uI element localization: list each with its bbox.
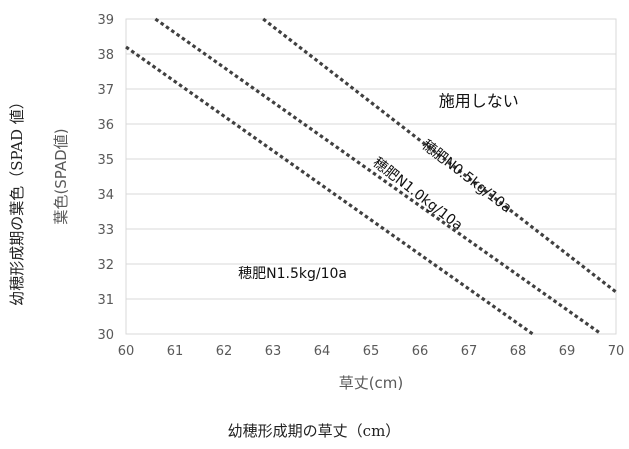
outer-x-axis-label: 幼穂形成期の草丈（cm） [228, 422, 401, 440]
y-tick-label: 38 [97, 48, 114, 63]
x-tick-label: 70 [608, 344, 625, 359]
x-tick-label: 65 [363, 344, 380, 359]
annotation-label: 施用しない [439, 92, 519, 111]
y-axis-title: 葉色(SPAD値) [52, 128, 70, 224]
y-tick-label: 35 [97, 153, 114, 168]
y-tick-label: 37 [97, 83, 114, 98]
x-tick-label: 62 [216, 344, 233, 359]
series-line-3 [125, 45, 534, 336]
x-tick-label: 60 [118, 344, 135, 359]
y-tick-label: 31 [97, 293, 114, 308]
annotations: 施用しない穂肥N0.5kg/10a穂肥N1.0kg/10a穂肥N1.5kg/10… [238, 92, 519, 283]
y-tick-label: 33 [97, 223, 114, 238]
tick-labels: 60 61 62 63 64 65 66 67 68 69 70 30 31 32 33 34 35 36 37 38… [97, 13, 624, 359]
plot-area [125, 18, 617, 335]
y-tick-label: 34 [97, 188, 114, 203]
series-line-1 [262, 17, 617, 294]
x-tick-label: 68 [510, 344, 527, 359]
x-tick-label: 69 [559, 344, 576, 359]
series-line-2 [154, 17, 603, 336]
y-tick-label: 30 [97, 328, 114, 343]
x-tick-label: 66 [412, 344, 429, 359]
x-axis-title: 草丈(cm) [339, 374, 404, 392]
y-tick-label: 36 [97, 118, 114, 133]
x-tick-label: 64 [314, 344, 331, 359]
x-tick-label: 67 [461, 344, 478, 359]
y-tick-label: 32 [97, 258, 114, 273]
series-layer [125, 17, 617, 336]
grid-layer [126, 18, 616, 335]
x-tick-label: 63 [265, 344, 282, 359]
outer-y-axis-label: 幼穂形成期の葉色（SPAD 値） [8, 94, 26, 306]
x-tick-label: 61 [167, 344, 184, 359]
annotation-label: 穂肥N1.5kg/10a [238, 266, 347, 282]
y-tick-label: 39 [97, 13, 114, 28]
